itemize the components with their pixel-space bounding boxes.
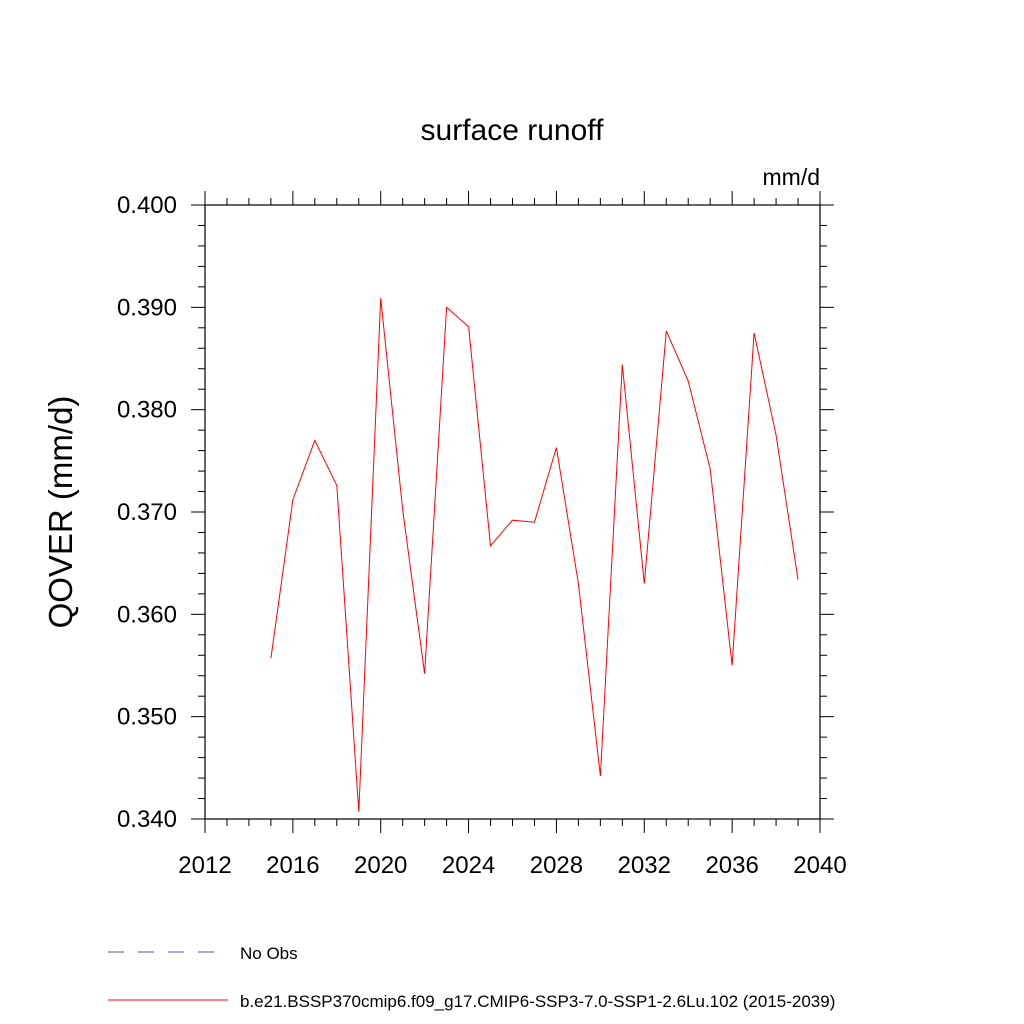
series-line <box>270 298 799 812</box>
units-label: mm/d <box>763 164 821 190</box>
y-tick-label: 0.400 <box>117 192 177 219</box>
x-tick-label: 2036 <box>705 852 758 879</box>
legend: No Obs b.e21.BSSP370cmip6.f09_g17.CMIP6-S… <box>108 944 835 1011</box>
x-tick-label: 2020 <box>354 852 407 879</box>
y-tick-label: 0.370 <box>117 499 177 526</box>
y-tick-label: 0.390 <box>117 294 177 321</box>
x-tick-label: 2016 <box>266 852 319 879</box>
plot-area: 2012 2016 2020 2024 2028 2032 2036 2040 0.340 0.3… <box>117 191 847 879</box>
x-tick-label: 2028 <box>530 852 583 879</box>
x-tick-label: 2032 <box>618 852 671 879</box>
y-tick-label: 0.360 <box>117 601 177 628</box>
y-axis-label: QOVER (mm/d) <box>42 396 79 629</box>
x-tick-label: 2024 <box>442 852 495 879</box>
chart-title: surface runoff <box>421 114 605 147</box>
plot-frame <box>204 204 821 820</box>
y-tick-label: 0.340 <box>117 806 177 833</box>
legend-label: No Obs <box>240 944 298 963</box>
y-tick-label: 0.380 <box>117 397 177 424</box>
x-tick-label: 2040 <box>793 852 846 879</box>
y-tick-label: 0.350 <box>117 704 177 731</box>
x-tick-label: 2012 <box>178 852 231 879</box>
legend-label: b.e21.BSSP370cmip6.f09_g17.CMIP6-SSP3-7.… <box>240 992 835 1011</box>
